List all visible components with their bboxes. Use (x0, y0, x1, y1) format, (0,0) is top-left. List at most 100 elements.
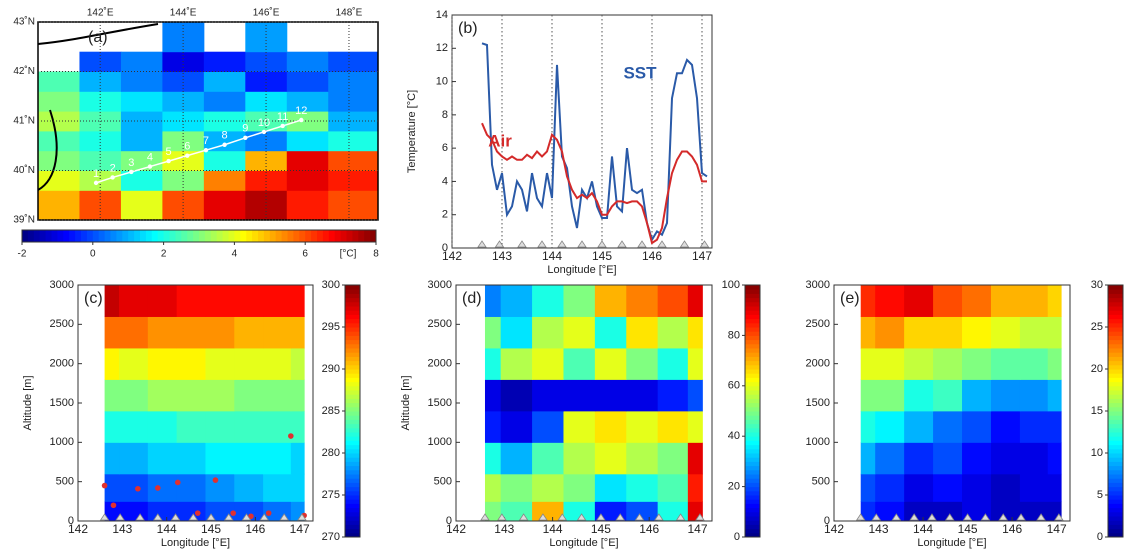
colorbar-step (345, 293, 360, 299)
station-marker (675, 513, 686, 521)
field-cell (990, 442, 1021, 475)
colorbar-step (1108, 411, 1123, 416)
field-cell (147, 316, 178, 349)
colorbar-step (1108, 419, 1123, 425)
x-tick-label: 144 (543, 522, 563, 536)
data-point (174, 479, 181, 486)
data-point (101, 482, 108, 489)
field-cell (962, 316, 992, 349)
colorbar-tick-label: 8 (373, 249, 379, 260)
panel-label: (b) (458, 20, 478, 37)
colorbar-step (345, 432, 360, 437)
x-tick-label: 147 (290, 522, 310, 536)
field-cell (990, 410, 1021, 443)
field-cell (203, 91, 246, 112)
field-cell (532, 316, 564, 349)
colorbar-step (345, 348, 360, 353)
colorbar-step (281, 230, 288, 242)
colorbar-step (1108, 322, 1123, 328)
field-cell (594, 379, 627, 412)
field-cell (594, 410, 627, 443)
field-cell (626, 316, 659, 349)
y-tick-label: 4 (442, 175, 448, 187)
field-cell (104, 410, 120, 443)
station-label: 9 (242, 123, 248, 135)
colorbar-step (1108, 318, 1123, 324)
field-cell (687, 410, 703, 443)
field-cell (120, 170, 163, 191)
colorbar-step (345, 369, 360, 374)
station-marker (477, 240, 487, 248)
colorbar-step (745, 490, 760, 496)
colorbar-step (745, 457, 760, 462)
colorbar-step (234, 230, 241, 242)
field-cell (328, 91, 378, 112)
field-cell (328, 51, 378, 72)
field-cell (205, 473, 235, 502)
field-cell (119, 379, 149, 412)
field-cell (162, 130, 205, 152)
x-tick-label: 148˚E (336, 7, 363, 19)
colorbar-step (1108, 415, 1123, 420)
field-cell (38, 190, 80, 220)
field-cell (500, 410, 533, 443)
colorbar-label: [°C] (340, 249, 357, 260)
colorbar-tick-label: 4 (232, 249, 238, 260)
station-marker (518, 513, 529, 521)
field-cell (203, 51, 246, 72)
field-cell (234, 379, 264, 412)
colorbar-step (345, 427, 360, 433)
colorbar-step (745, 360, 760, 366)
y-tick-label: 8 (442, 109, 448, 121)
data-point (230, 510, 236, 516)
field-cell (205, 316, 235, 349)
colorbar-frame (21, 229, 377, 243)
field-cell (1047, 285, 1062, 317)
x-tick-label: 146 (642, 249, 662, 263)
y-tick-label: 43˚N (13, 16, 35, 28)
field-cell (119, 347, 149, 380)
field-cell (119, 442, 149, 475)
colorbar-step (345, 289, 360, 294)
field-cell (594, 285, 627, 317)
field-cell (594, 347, 627, 380)
field-cell (933, 316, 963, 349)
colorbar-step (1108, 486, 1123, 492)
colorbar-step (1108, 474, 1123, 479)
field-cell (120, 130, 163, 152)
colorbar-step (269, 230, 277, 242)
field-cell (234, 285, 264, 317)
colorbar-step (122, 230, 129, 242)
station-marker (1016, 513, 1026, 521)
colorbar-step (745, 318, 760, 324)
field-cell (104, 379, 120, 412)
y-tick-label: 41˚N (13, 115, 35, 127)
colorbar-step (299, 230, 306, 242)
colorbar-step (745, 402, 760, 408)
field-cell (245, 130, 288, 152)
colorbar-step (745, 285, 760, 290)
x-tick-label: 145 (592, 249, 612, 263)
colorbar-step (745, 499, 760, 504)
field-cell (563, 473, 596, 502)
field-cell (484, 347, 502, 380)
colorbar-step (63, 230, 70, 242)
colorbar-step (1108, 390, 1123, 395)
colorbar-step (745, 406, 760, 412)
station-label: 1 (93, 168, 99, 180)
field-cell (38, 111, 80, 132)
field-cell (119, 410, 149, 443)
colorbar-step (193, 230, 200, 242)
colorbar-step (1108, 289, 1123, 294)
station-marker (135, 513, 145, 521)
station-marker (617, 240, 627, 248)
colorbar-step (345, 394, 360, 399)
station-marker (557, 513, 568, 521)
field-cell (962, 347, 992, 380)
x-axis-label: Longitude [°E] (549, 537, 618, 549)
y-tick-label: 3000 (50, 279, 74, 291)
colorbar-step (745, 516, 760, 521)
field-cell (626, 410, 659, 443)
field-cell (176, 473, 206, 502)
field-cell (933, 473, 963, 502)
